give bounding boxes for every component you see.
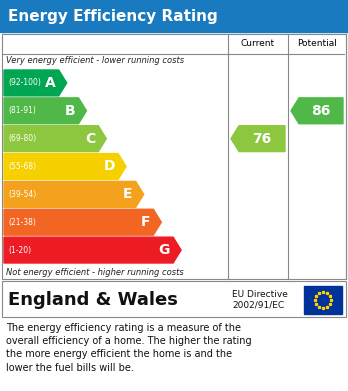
Polygon shape [291, 98, 343, 124]
Text: (81-91): (81-91) [8, 106, 36, 115]
Bar [2, 34, 346, 279]
Text: (92-100): (92-100) [8, 79, 41, 88]
Text: (1-20): (1-20) [8, 246, 31, 255]
Text: (21-38): (21-38) [8, 218, 36, 227]
Text: F: F [141, 215, 150, 229]
Text: C: C [85, 132, 95, 145]
Text: B: B [65, 104, 76, 118]
Bar [0, 0, 348, 32]
Polygon shape [4, 181, 144, 207]
Polygon shape [4, 209, 161, 235]
Polygon shape [231, 126, 285, 152]
Bar [2, 281, 346, 317]
Text: The energy efficiency rating is a measure of the
overall efficiency of a home. T: The energy efficiency rating is a measur… [6, 323, 252, 373]
Bar [304, 286, 342, 314]
Text: Not energy efficient - higher running costs: Not energy efficient - higher running co… [6, 268, 184, 277]
Text: (69-80): (69-80) [8, 134, 36, 143]
Text: England & Wales: England & Wales [8, 291, 178, 309]
Text: (55-68): (55-68) [8, 162, 36, 171]
Text: (39-54): (39-54) [8, 190, 36, 199]
Text: 86: 86 [311, 104, 331, 118]
Text: A: A [45, 76, 56, 90]
Text: EU Directive
2002/91/EC: EU Directive 2002/91/EC [232, 290, 288, 310]
Text: 76: 76 [252, 132, 272, 145]
Text: Potential: Potential [297, 39, 337, 48]
Polygon shape [4, 70, 67, 96]
Text: D: D [104, 160, 115, 174]
Polygon shape [4, 98, 87, 124]
Text: G: G [159, 243, 170, 257]
Text: Energy Efficiency Rating: Energy Efficiency Rating [8, 9, 218, 23]
Polygon shape [4, 154, 126, 179]
Polygon shape [4, 126, 106, 152]
Polygon shape [4, 237, 181, 263]
Text: Very energy efficient - lower running costs: Very energy efficient - lower running co… [6, 56, 184, 65]
Text: E: E [123, 187, 133, 201]
Text: Current: Current [241, 39, 275, 48]
